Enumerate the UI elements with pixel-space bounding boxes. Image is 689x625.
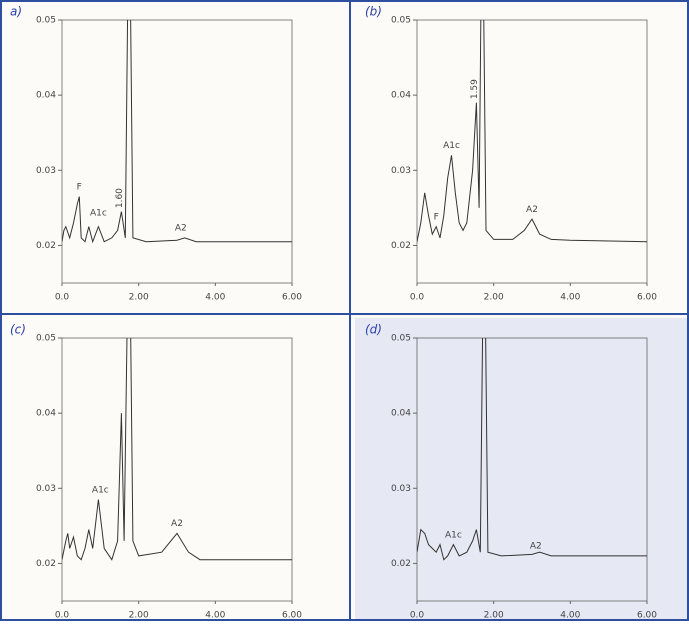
- x-tick-label: 6.00: [637, 293, 657, 303]
- x-tick-label: 0.0: [410, 611, 425, 621]
- x-tick-label: 4.00: [560, 611, 580, 621]
- x-tick-label: 0.0: [55, 611, 70, 621]
- panel-title: (c): [10, 323, 26, 337]
- peak-label: A1c: [443, 141, 460, 151]
- x-tick-label: 2.00: [129, 293, 149, 303]
- peak-label: A1c: [90, 209, 107, 219]
- peak-label: A2: [171, 519, 183, 529]
- plot-box: [416, 19, 648, 284]
- peak-label: 1.59: [470, 79, 480, 99]
- x-tick-label: 4.00: [205, 611, 225, 621]
- panel-title: a): [10, 5, 22, 19]
- trace: [62, 20, 292, 244]
- peak-label: 1.60: [115, 188, 125, 208]
- y-tick-label: 0.04: [391, 91, 411, 101]
- y-tick-label: 0.05: [391, 16, 411, 26]
- x-tick-label: 2.00: [129, 611, 149, 621]
- peak-label: A2: [530, 542, 542, 552]
- x-tick-label: 0.0: [55, 293, 70, 303]
- y-tick-label: 0.03: [391, 484, 411, 494]
- x-tick-label: 6.00: [282, 293, 302, 303]
- x-tick-label: 6.00: [282, 611, 302, 621]
- x-tick-label: 4.00: [205, 293, 225, 303]
- y-tick-label: 0.02: [391, 241, 411, 251]
- x-tick-label: 6.00: [637, 611, 657, 621]
- peak-label: F: [434, 212, 439, 222]
- y-tick-label: 0.02: [391, 559, 411, 569]
- x-tick-label: 2.00: [484, 611, 504, 621]
- x-tick-label: 2.00: [484, 293, 504, 303]
- peak-label: A2: [175, 224, 187, 234]
- y-tick-label: 0.02: [36, 241, 56, 251]
- trace: [417, 338, 647, 561]
- peak-label: A1c: [445, 530, 462, 540]
- peak-label: A1c: [92, 485, 109, 495]
- x-tick-label: 4.00: [560, 293, 580, 303]
- y-tick-label: 0.04: [36, 409, 56, 419]
- y-tick-label: 0.04: [36, 91, 56, 101]
- plot-box: [416, 337, 648, 602]
- y-tick-label: 0.02: [36, 559, 56, 569]
- plot-box: [61, 337, 293, 602]
- plot-box: [61, 19, 293, 284]
- peak-label: F: [77, 182, 82, 192]
- x-tick-label: 0.0: [410, 293, 425, 303]
- peak-label: A2: [526, 205, 538, 215]
- y-tick-label: 0.05: [36, 16, 56, 26]
- y-tick-label: 0.04: [391, 409, 411, 419]
- trace: [62, 338, 292, 561]
- panel-tint: [355, 318, 689, 621]
- y-tick-label: 0.05: [36, 334, 56, 344]
- trace: [417, 20, 647, 243]
- y-tick-label: 0.03: [391, 166, 411, 176]
- y-tick-label: 0.03: [36, 166, 56, 176]
- y-tick-label: 0.03: [36, 484, 56, 494]
- panel-title: (b): [365, 5, 382, 19]
- panel-title: (d): [365, 323, 382, 337]
- y-tick-label: 0.05: [391, 334, 411, 344]
